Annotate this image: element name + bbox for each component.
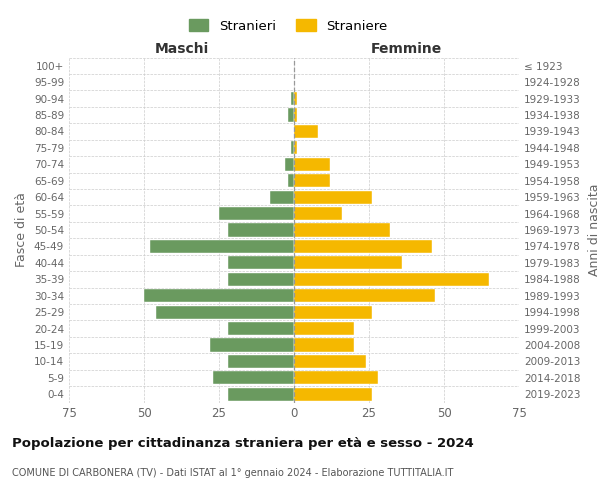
Bar [294,240,432,253]
Bar [228,355,294,368]
Bar [156,306,294,318]
Bar [270,190,294,203]
Bar [291,92,294,105]
Text: Maschi: Maschi [154,42,209,56]
Bar [228,272,294,286]
Bar [294,108,297,122]
Bar [294,289,435,302]
Bar [294,322,354,335]
Bar [288,108,294,122]
Text: Femmine: Femmine [371,42,442,56]
Bar [291,142,294,154]
Bar [294,224,390,236]
Bar [294,256,402,270]
Bar [210,338,294,351]
Bar [294,174,330,188]
Bar [294,338,354,351]
Y-axis label: Fasce di età: Fasce di età [16,192,28,268]
Bar [228,322,294,335]
Bar [144,289,294,302]
Bar [294,272,489,286]
Text: Popolazione per cittadinanza straniera per età e sesso - 2024: Popolazione per cittadinanza straniera p… [12,438,474,450]
Bar [294,388,372,401]
Bar [213,372,294,384]
Bar [219,207,294,220]
Bar [294,125,318,138]
Legend: Stranieri, Straniere: Stranieri, Straniere [184,14,392,38]
Bar [228,256,294,270]
Bar [228,224,294,236]
Bar [294,207,342,220]
Bar [285,158,294,171]
Bar [294,190,372,203]
Bar [294,92,297,105]
Bar [294,158,330,171]
Bar [294,306,372,318]
Bar [288,174,294,188]
Bar [294,372,378,384]
Bar [228,388,294,401]
Text: COMUNE DI CARBONERA (TV) - Dati ISTAT al 1° gennaio 2024 - Elaborazione TUTTITAL: COMUNE DI CARBONERA (TV) - Dati ISTAT al… [12,468,454,477]
Bar [294,355,366,368]
Y-axis label: Anni di nascita: Anni di nascita [587,184,600,276]
Bar [294,142,297,154]
Bar [150,240,294,253]
